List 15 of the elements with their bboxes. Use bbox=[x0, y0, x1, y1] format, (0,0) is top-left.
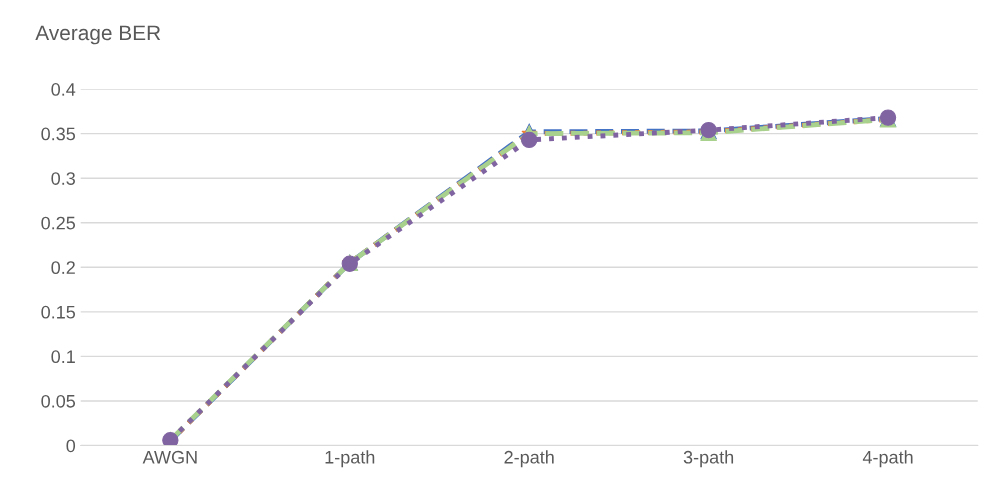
chart-title: Average BER bbox=[35, 25, 161, 45]
x-tick-label: AWGN bbox=[142, 450, 197, 464]
y-tick-label: 0.3 bbox=[51, 172, 75, 185]
y-tick-label: 0.2 bbox=[51, 261, 75, 275]
x-tick-label: 4-path bbox=[862, 450, 913, 468]
y-tick-label: 0.25 bbox=[41, 216, 76, 230]
y-tick-label: 0.1 bbox=[51, 350, 75, 364]
y-tick-label: 0.15 bbox=[41, 305, 76, 319]
y-tick-label: 0.4 bbox=[51, 83, 76, 96]
y-tick-label: 0.05 bbox=[41, 394, 76, 408]
y-tick-label: 0.35 bbox=[41, 127, 76, 141]
x-tick-label: 3-path bbox=[683, 450, 734, 468]
x-tick-label: 2-path bbox=[504, 450, 554, 468]
y-tick-label: 0 bbox=[66, 439, 76, 453]
x-tick-label: 1-path bbox=[325, 450, 375, 468]
